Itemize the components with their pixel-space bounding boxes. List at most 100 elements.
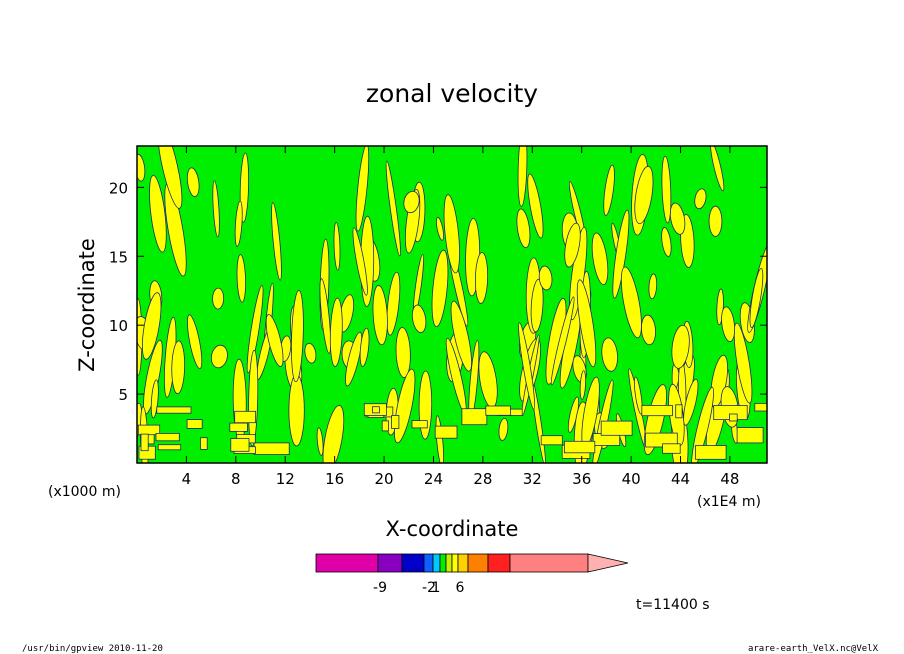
positive-region (230, 438, 250, 452)
positive-region (620, 266, 642, 339)
x-axis-ticks: 4 8 12 16 20 24 28 32 36 40 44 48 (182, 146, 739, 488)
x-tick-label: 28 (473, 470, 492, 488)
positive-region (288, 374, 305, 447)
positive-region (304, 342, 317, 364)
chart-title: zonal velocity (366, 79, 538, 108)
positive-region (695, 445, 727, 460)
y-tick-label: 5 (118, 386, 128, 404)
positive-region (403, 190, 420, 214)
positive-region (434, 425, 458, 439)
x-tick-label: 32 (523, 470, 542, 488)
x-axis-label: X-coordinate (386, 517, 519, 541)
colorbar-segment (457, 553, 469, 573)
positive-region (675, 404, 683, 419)
x-tick-label: 20 (375, 470, 394, 488)
positive-region (721, 306, 736, 342)
positive-region (564, 440, 596, 454)
positive-region (141, 292, 162, 360)
positive-region (236, 254, 246, 303)
positive-region (661, 227, 672, 257)
colorbar-label: -2 (422, 580, 436, 596)
positive-region (749, 268, 764, 328)
x-tick-label: 40 (622, 470, 641, 488)
positive-region (212, 180, 220, 238)
positive-region (155, 432, 180, 442)
positive-region (517, 146, 528, 207)
positive-region (329, 297, 343, 367)
positive-region (669, 202, 686, 235)
positive-region (634, 165, 654, 225)
positive-region (333, 221, 341, 271)
positive-region (418, 370, 433, 440)
positive-region (474, 252, 489, 304)
colorbar-segment (487, 553, 511, 573)
colorbar (315, 553, 629, 573)
positive-region (186, 167, 200, 197)
colorbar-label: 1 (432, 580, 441, 596)
positive-region (386, 271, 401, 336)
footer-right: arare-earth_VelX.nc@VelX (748, 644, 879, 654)
time-label: t=11400 s (636, 597, 710, 613)
colorbar-segment (377, 553, 403, 573)
positive-region (648, 273, 658, 300)
colorbar-segment (451, 553, 459, 573)
positive-region (612, 209, 630, 299)
positive-region (710, 146, 725, 192)
positive-region (156, 406, 192, 414)
positive-region (234, 410, 256, 424)
positive-region (461, 408, 488, 426)
positive-region (518, 322, 536, 410)
positive-region (265, 314, 284, 367)
positive-region (157, 146, 183, 209)
positive-region (641, 404, 673, 417)
x-unit-label: (x1E4 m) (697, 494, 761, 510)
x-tick-label: 48 (720, 470, 739, 488)
colorbar-segment (445, 553, 453, 573)
positive-region (683, 378, 699, 426)
x-tick-label: 4 (182, 470, 192, 488)
positive-region (603, 164, 615, 216)
positive-region (187, 314, 203, 369)
positive-region (601, 337, 618, 372)
positive-region (234, 200, 243, 247)
y-axis-ticks: 5 10 15 20 (109, 179, 767, 404)
colorbar-segment (315, 553, 379, 573)
footer-left: /usr/bin/gpview 2010-11-20 (22, 644, 163, 654)
positive-region (359, 327, 370, 367)
positive-region (431, 249, 449, 328)
positive-region (579, 370, 587, 400)
positive-region (391, 415, 400, 429)
positive-region (708, 205, 723, 237)
positive-region (322, 405, 345, 463)
x-tick-label: 44 (671, 470, 690, 488)
positive-region (372, 285, 388, 346)
colorbar-segment (401, 553, 425, 573)
positive-region (253, 442, 290, 455)
colorbar-segment (432, 553, 441, 573)
positive-region (319, 278, 332, 354)
positive-region (516, 208, 531, 249)
y-tick-label: 20 (109, 179, 128, 197)
positive-region (411, 304, 427, 333)
positive-region (200, 437, 208, 450)
positive-region (733, 322, 753, 404)
colorbar-label: 6 (456, 580, 465, 596)
positive-region (661, 155, 672, 224)
x-tick-label: 36 (572, 470, 591, 488)
contour-field (137, 146, 767, 463)
positive-region (576, 279, 597, 368)
y-unit-label: (x1000 m) (48, 484, 121, 500)
positive-region (591, 232, 609, 286)
positive-region (137, 153, 146, 182)
positive-region (540, 435, 563, 446)
colorbar-segment (423, 553, 434, 573)
positive-region (736, 427, 764, 444)
positive-region (381, 420, 390, 432)
positive-region (394, 368, 416, 444)
colorbar-labels: -9 -21 6 (373, 580, 465, 596)
y-tick-label: 15 (109, 248, 128, 266)
positive-region (385, 160, 401, 257)
positive-region (171, 340, 186, 395)
colorbar-segment (467, 553, 489, 573)
